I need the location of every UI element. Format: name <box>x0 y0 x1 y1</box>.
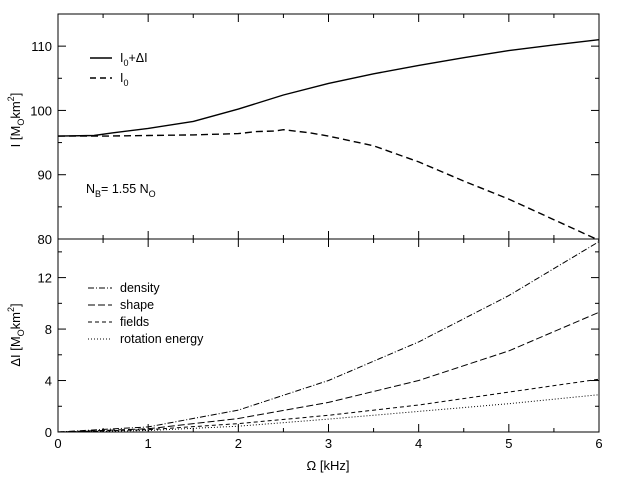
bottom-series-lines <box>57 241 600 433</box>
top-y-axis-title: I [MOkm2] <box>6 93 26 148</box>
series-line-i0 <box>58 128 600 241</box>
legend-label-shape: shape <box>120 298 154 312</box>
x-tick-label: 0 <box>54 436 61 451</box>
legend-label-density: density <box>120 281 160 295</box>
x-axis-title: Ω [kHz] <box>307 458 350 473</box>
legend-label-fields: fields <box>120 315 149 329</box>
ratio-annotation: NB= 1.55 NO <box>86 182 156 199</box>
series-line-shape <box>57 311 600 433</box>
x-tick-label: 3 <box>325 436 332 451</box>
legend-label-rotation-energy: rotation energy <box>120 332 204 346</box>
series-line-rotation-energy <box>57 394 600 433</box>
x-tick-label: 6 <box>595 436 602 451</box>
x-tick-label: 5 <box>505 436 512 451</box>
top-y-ticks: 80 90 100 110 <box>30 14 600 247</box>
legend-label-i0-plus-delta: I0+ΔI <box>120 51 148 68</box>
x-tick-label: 2 <box>235 436 242 451</box>
bottom-y-tick-label: 12 <box>38 271 52 286</box>
top-y-tick-label: 90 <box>38 168 52 183</box>
series-line-i0-i <box>57 39 600 137</box>
series-line-density <box>57 241 600 433</box>
bottom-y-tick-label: 4 <box>45 374 52 389</box>
top-series-lines <box>57 39 600 241</box>
bottom-legend: density shape fields rotation energy <box>88 281 204 346</box>
bottom-y-axis-title: ΔI [MOkm2] <box>6 303 26 366</box>
x-tick-label: 4 <box>415 436 422 451</box>
x-tick-label: 1 <box>145 436 152 451</box>
top-legend: I0+ΔI I0 <box>90 51 148 88</box>
top-plot-frame <box>57 13 600 240</box>
legend-label-i0: I0 <box>120 71 129 88</box>
top-y-tick-label: 110 <box>31 39 52 54</box>
top-y-tick-label: 100 <box>30 103 52 118</box>
bottom-y-tick-label: 0 <box>45 425 52 440</box>
top-y-tick-label: 80 <box>38 232 52 247</box>
bottom-y-tick-label: 8 <box>45 322 52 337</box>
